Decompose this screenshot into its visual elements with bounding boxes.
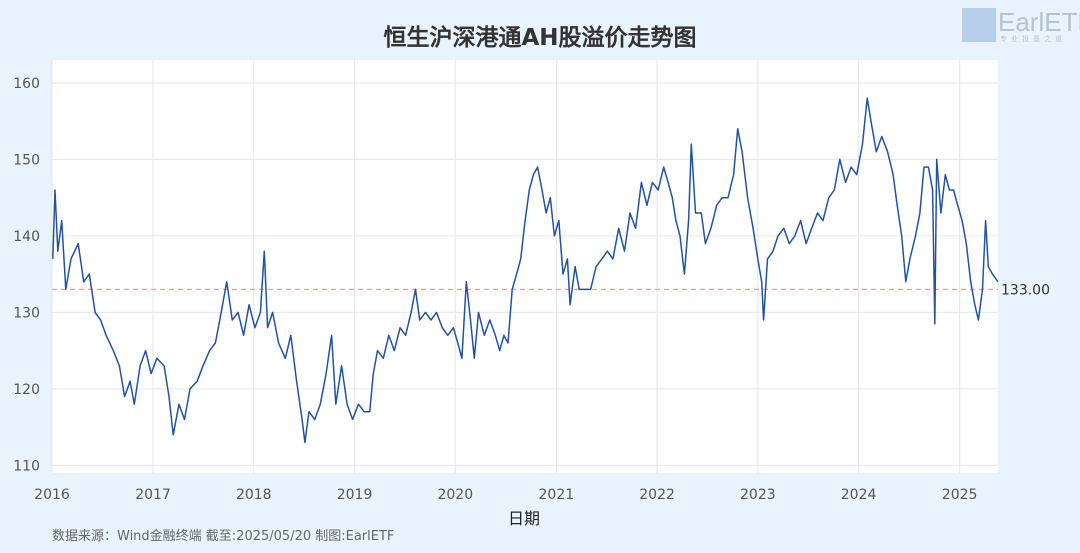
y-tick-label: 160 (13, 76, 40, 92)
x-tick-label: 2017 (135, 487, 171, 503)
y-tick-label: 140 (13, 229, 40, 245)
plot-area (52, 60, 998, 473)
x-tick-label: 2020 (437, 487, 473, 503)
x-tick-label: 2021 (539, 487, 575, 503)
reference-line-label: 133.00 (1001, 282, 1050, 298)
data-source-note: 数据来源：Wind金融终端 截至:2025/05/20 制图:EarlETF (52, 529, 395, 544)
x-tick-label: 2019 (337, 487, 373, 503)
x-tick-label: 2018 (236, 487, 272, 503)
x-tick-label: 2024 (841, 487, 877, 503)
y-tick-label: 150 (13, 152, 40, 168)
series-line (52, 97, 999, 444)
logo-mark-icon (962, 8, 996, 42)
y-tick-label: 130 (13, 305, 40, 321)
y-tick-label: 120 (13, 382, 40, 398)
logo-text: EarlETF (998, 7, 1080, 37)
logo-subtitle: 专业投基之道 (1000, 35, 1066, 43)
earletf-logo: EarlETF 专业投基之道 (962, 7, 1080, 44)
x-tick-label: 2023 (740, 487, 776, 503)
x-tick-label: 2022 (639, 487, 675, 503)
x-axis-label: 日期 (508, 509, 541, 528)
y-tick-label: 110 (13, 458, 40, 474)
x-tick-label: 2016 (34, 487, 70, 503)
chart-title: 恒生沪深港通AH股溢价走势图 (383, 25, 697, 51)
x-tick-label: 2025 (942, 487, 978, 503)
